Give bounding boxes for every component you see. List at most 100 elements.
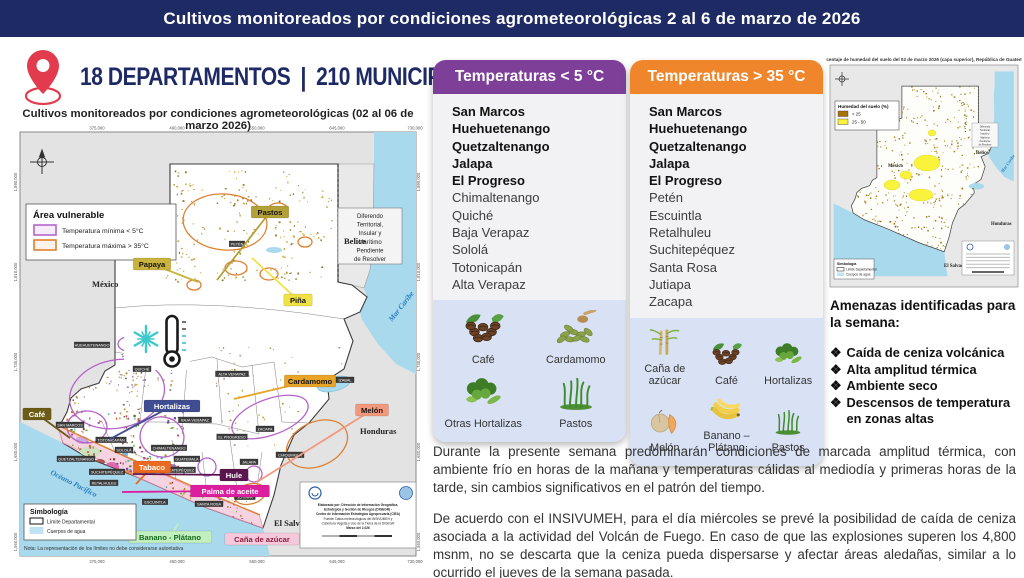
svg-text:Banano - Plátano: Banano - Plátano — [139, 533, 201, 542]
x-tick: 460,000 — [169, 126, 185, 131]
department-item: Jutiapa — [649, 276, 691, 292]
department-item: Huehuetenango — [452, 121, 551, 137]
svg-text:Diferendo: Diferendo — [980, 126, 991, 129]
credits-line: Cobertura Vegetal y Uso de la Tierra de … — [322, 521, 396, 525]
threat-item: ❖ Alta amplitud térmica — [830, 362, 1022, 379]
svg-text:JUTIAPA: JUTIAPA — [237, 495, 253, 499]
department-tag: ZACAPA — [255, 425, 275, 432]
y-tick: 1,730,000 — [13, 352, 18, 371]
credits-line: Estratégica y Gestión de Riesgos (DIGEGR… — [324, 508, 392, 512]
diamond-bullet-icon: ❖ — [830, 394, 842, 410]
department-tag: IZABAL — [335, 376, 355, 383]
svg-text:Palma de aceite: Palma de aceite — [202, 487, 259, 496]
crop-label: Pastos — [771, 442, 805, 455]
department-item: Retalhuleu — [649, 225, 712, 241]
sugarcane-icon — [648, 328, 682, 361]
department-tag: ESCUINTLA — [142, 498, 168, 505]
soil-map-title: Porcentaje de humedad del suelo del 02 d… — [826, 57, 1022, 62]
crop-callout: Piña — [251, 257, 313, 307]
department-tag: HUEHUETENANGO — [74, 341, 110, 348]
ministry-logo — [308, 486, 322, 500]
map-legend-item: Temperatura máxima > 35°C — [62, 242, 149, 250]
department-tag: SANTA ROSA — [194, 500, 224, 507]
y-tick: 1,810,000 — [416, 262, 421, 281]
threats-section: Amenazas identificadas para la semana: ❖… — [830, 298, 1022, 428]
svg-text:ALTA VERAPAZ: ALTA VERAPAZ — [218, 372, 246, 376]
crop-item: Caña de azúcar — [634, 328, 696, 387]
crop-label: Cardamomo — [546, 353, 606, 366]
credits-line: Marzo del 2,026 — [346, 526, 370, 530]
diamond-bullet-icon: ❖ — [830, 345, 842, 360]
forecast-paragraph-1: Durante la presente semana predominarán … — [433, 444, 1016, 495]
department-tag: CHIQUIMULA — [275, 451, 305, 458]
y-tick: 1,650,000 — [416, 442, 421, 461]
country-label: México — [888, 164, 904, 169]
svg-text:SUCHITEPÉQUEZ: SUCHITEPÉQUEZ — [91, 469, 124, 474]
department-tag: GUATEMALA — [174, 455, 200, 462]
department-item: Baja Verapaz — [452, 225, 530, 241]
y-tick: 1,810,000 — [13, 262, 18, 281]
department-item: Huehuetenango — [649, 121, 748, 137]
crop-label: Banano – Plátano — [703, 430, 750, 455]
country-label: El Salvador — [944, 264, 969, 269]
threat-text: Caída de ceniza volcánica — [846, 345, 1005, 360]
svg-text:Melón: Melón — [361, 406, 383, 415]
panel-cold-crops: Café Cardamomo Otras Hortalizas Pastos — [433, 300, 626, 442]
panel-hot-title: Temperaturas > 35 °C — [647, 68, 806, 85]
panel-temp-above-35: Temperaturas > 35 °C San Marcos Huehueten… — [630, 60, 823, 467]
coffee-icon — [709, 340, 743, 373]
threat-text: Descensos de temperatura en zonas altas — [846, 394, 1011, 427]
forecast-paragraph-2: De acuerdo con el INSIVUMEH, para el día… — [433, 511, 1016, 578]
cardamom-icon — [554, 309, 598, 352]
stats-separator: | — [300, 61, 307, 92]
svg-text:QUICHÉ: QUICHÉ — [135, 366, 150, 371]
svg-text:IZABAL: IZABAL — [338, 378, 351, 382]
svg-text:Cardamomo: Cardamomo — [288, 377, 333, 386]
crop-label: Café — [715, 374, 738, 387]
crop-label: Otras Hortalizas — [444, 417, 522, 430]
svg-text:Café: Café — [29, 410, 45, 419]
melon-icon — [648, 407, 682, 440]
round-logo — [399, 486, 413, 500]
main-map: Área vulnerable Temperatura mínima < 5°C T… — [13, 126, 423, 565]
department-tag: TOTONICAPÁN — [95, 436, 127, 443]
location-pin-icon — [24, 50, 62, 106]
department-item: San Marcos — [452, 104, 525, 119]
department-item: Quetzaltenango — [649, 138, 747, 154]
svg-text:Límite Departamental: Límite Departamental — [846, 268, 877, 272]
department-item: Suchitepéquez — [649, 242, 736, 258]
grass-icon — [771, 407, 805, 440]
svg-text:ESCUINTLA: ESCUINTLA — [144, 500, 166, 504]
department-tag: EL PROGRESO — [216, 433, 248, 440]
map-note: Nota: La representación de los límites n… — [24, 546, 183, 552]
panel-temp-below-5: Temperaturas < 5 °C San Marcos Huehuetena… — [433, 60, 626, 442]
department-item: Jalapa — [649, 155, 690, 171]
country-label: Belice — [976, 151, 988, 156]
crop-item: Pastos — [757, 407, 819, 454]
symbology-title: Simbología — [30, 509, 68, 516]
credits-line: Elaborado por: Dirección de Información … — [318, 503, 398, 507]
country-label: México — [92, 279, 118, 289]
forecast-paragraphs: Durante la presente semana predominarán … — [433, 443, 1016, 578]
threats-title: Amenazas identificadas para la semana: — [830, 298, 1016, 330]
panel-cold-header: Temperaturas < 5 °C — [433, 60, 626, 94]
svg-text:Cuerpos de agua: Cuerpos de agua — [846, 273, 871, 277]
department-tag: QUICHÉ — [132, 365, 152, 372]
y-tick: 1,560,000 — [416, 532, 421, 551]
symbology-item: Límite Departamental — [47, 520, 95, 526]
crop-callout: Caña de azúcar — [224, 532, 300, 546]
symbology-item: Cuerpos de agua — [47, 529, 86, 535]
crop-item: Café — [696, 340, 758, 387]
crop-callout: Cardamomo — [233, 374, 336, 400]
credits-line: Fuente: Datos meteorológicos del INSIVUM… — [324, 517, 393, 521]
panel-hot-crops: Caña de azúcar Café Hortalizas Melón Ban… — [630, 317, 823, 467]
main-map-title: Cultivos monitoreados por condiciones ag… — [22, 108, 414, 132]
svg-text:Tabaco: Tabaco — [139, 463, 165, 472]
department-item: El Progreso — [452, 173, 525, 189]
diamond-bullet-icon: ❖ — [830, 361, 842, 377]
svg-text:Marítimo: Marítimo — [980, 136, 990, 139]
y-tick: 1,890,000 — [13, 172, 18, 191]
svg-text:Insular y: Insular y — [980, 133, 990, 136]
department-item: Zacapa — [649, 294, 693, 310]
threat-item: ❖ Descensos de temperatura en zonas altas — [830, 395, 1022, 428]
